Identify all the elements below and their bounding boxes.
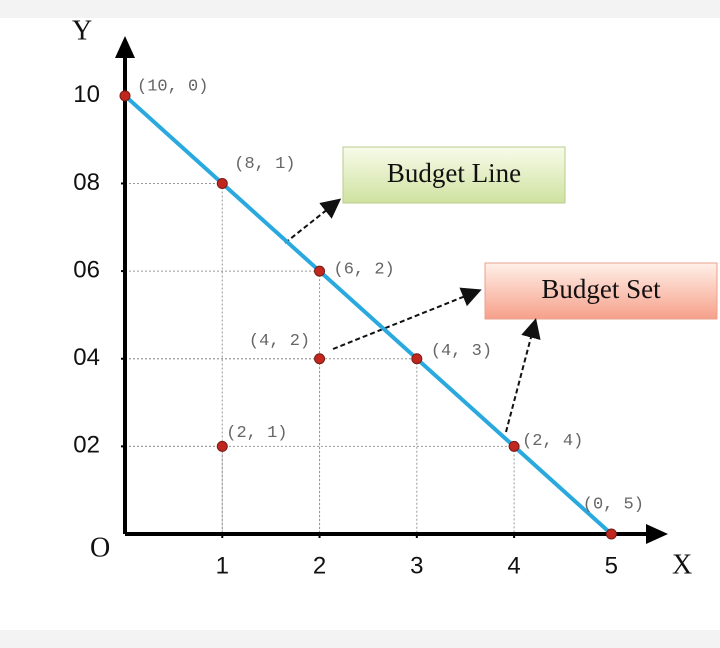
x-tick-label: 1 <box>216 552 229 579</box>
point-label: (4, 3) <box>431 342 492 361</box>
point-label: (4, 2) <box>249 332 310 351</box>
point <box>411 353 423 365</box>
y-tick-label: 02 <box>73 432 100 459</box>
point-label: (6, 2) <box>334 261 395 280</box>
point-label: (2, 4) <box>522 432 583 451</box>
y-tick-label: 08 <box>73 169 100 196</box>
y-tick-label: 04 <box>73 344 100 371</box>
annotation: Budget Line <box>387 158 521 188</box>
point <box>216 440 228 452</box>
x-tick-label: 4 <box>507 552 520 579</box>
bottom-band <box>0 630 720 648</box>
x-tick-label: 2 <box>313 552 326 579</box>
point <box>314 265 326 277</box>
point <box>314 353 326 365</box>
budget-line-box <box>342 146 566 204</box>
point <box>216 177 228 189</box>
budget-line <box>123 94 613 536</box>
point-label: (2, 1) <box>226 424 287 443</box>
y-axis-label: Y <box>72 15 92 46</box>
x-tick-label: 5 <box>605 552 618 579</box>
arrow <box>332 287 482 350</box>
arrow <box>505 318 541 433</box>
arrow <box>284 198 342 244</box>
point-label: (8, 1) <box>234 155 295 174</box>
point-label: (10, 0) <box>137 77 208 96</box>
y-tick-label: 06 <box>73 256 100 283</box>
y-tick-label: 10 <box>73 81 100 108</box>
annotation: Budget Set <box>541 274 661 304</box>
x-tick-label: 3 <box>410 552 423 579</box>
y-arrow <box>115 36 135 58</box>
point-label: (0, 5) <box>583 495 644 514</box>
x-arrow <box>646 524 668 544</box>
x-axis-label: X <box>672 549 692 580</box>
budget-set-box <box>484 262 718 320</box>
point <box>508 440 520 452</box>
top-band <box>0 0 720 18</box>
point <box>119 90 131 102</box>
point <box>605 528 617 540</box>
origin-label: O <box>90 532 110 563</box>
